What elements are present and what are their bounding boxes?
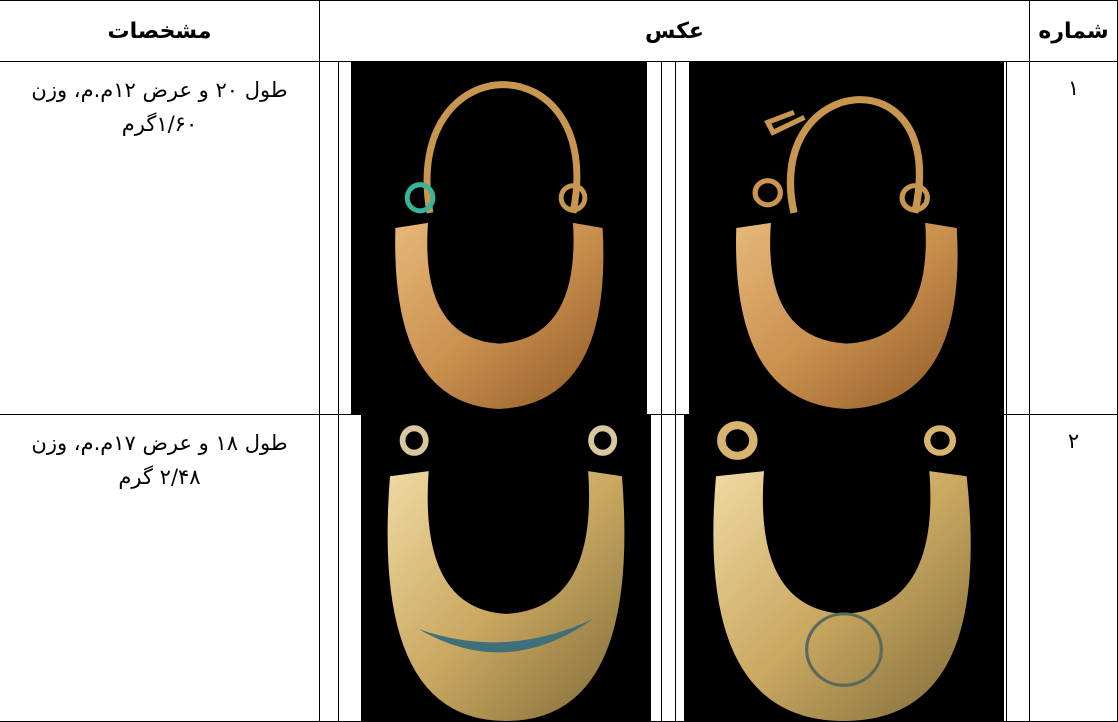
spec-cell: طول ۱۸ و عرض ۱۷م.م، وزن ۲/۴۸ گرم xyxy=(0,414,320,722)
photo-cell xyxy=(319,414,1030,722)
header-cell: مشخصات xyxy=(0,0,320,62)
row: ۲ xyxy=(0,414,1118,722)
photo-pair xyxy=(320,62,1029,414)
pendant xyxy=(713,421,971,721)
cell-border xyxy=(338,415,339,721)
photo-cell xyxy=(319,61,1030,415)
spec-cell: طول ۲۰ و عرض ۱۲م.م، وزن ۱/۶۰گرم xyxy=(0,61,320,415)
number-cell: ۱ xyxy=(1029,61,1118,415)
earring-photo xyxy=(689,62,1004,414)
cell-border xyxy=(675,415,676,721)
cell-border xyxy=(661,62,662,414)
row: ۱ xyxy=(0,61,1118,415)
number-cell: ۲ xyxy=(1029,414,1118,722)
header-row: شماره عکس مشخصات xyxy=(0,0,1118,62)
earring xyxy=(736,96,958,409)
earring-photo xyxy=(684,415,1004,721)
pendant xyxy=(387,425,625,721)
photo-pair xyxy=(320,415,1029,721)
header-cell: عکس xyxy=(319,0,1030,62)
cell-border xyxy=(338,62,339,414)
cell-border xyxy=(1006,415,1007,721)
cell-border xyxy=(661,415,662,721)
earring xyxy=(395,81,604,409)
header-cell: شماره xyxy=(1029,0,1118,62)
cell-border xyxy=(675,62,676,414)
cell-border xyxy=(1006,62,1007,414)
earring-photo xyxy=(361,415,651,721)
earring-photo xyxy=(351,62,647,414)
